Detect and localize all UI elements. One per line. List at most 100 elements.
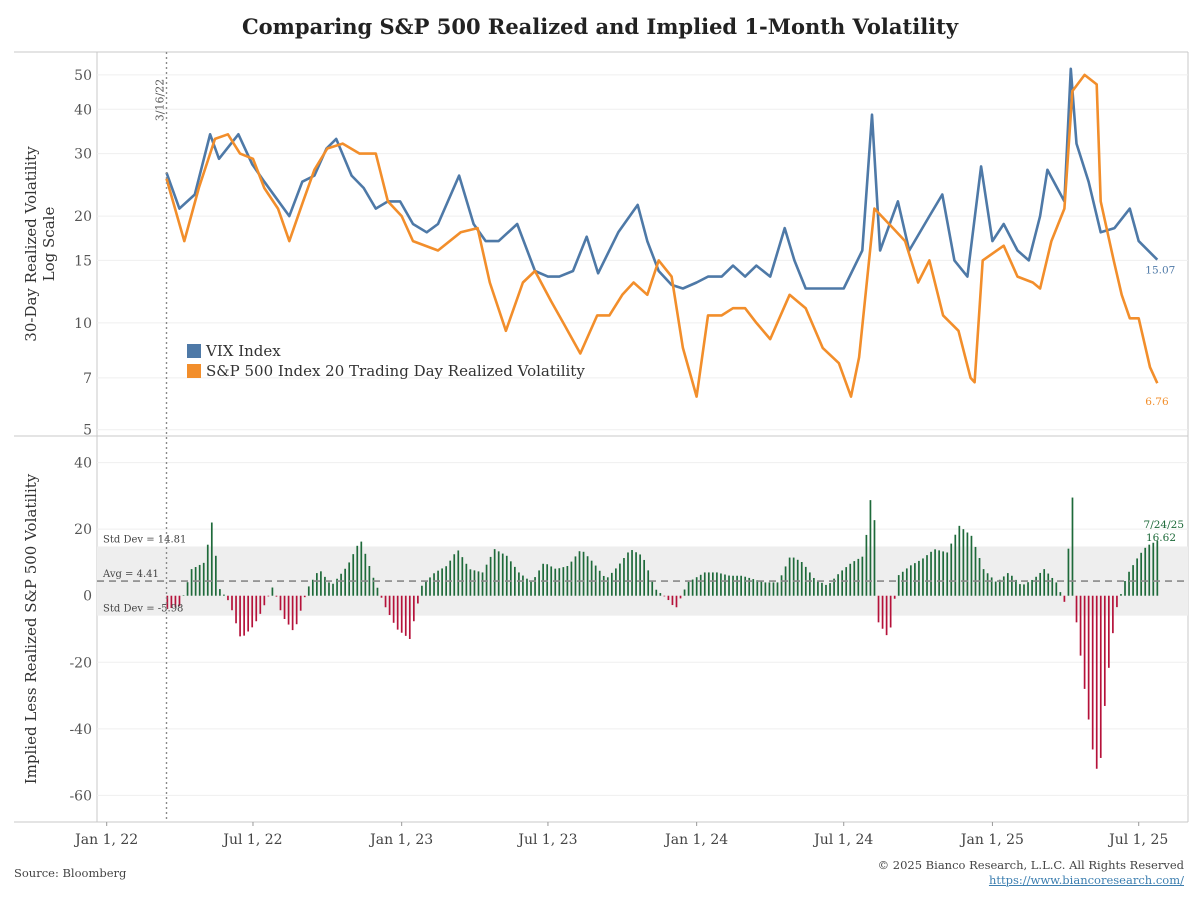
bar bbox=[522, 575, 524, 596]
y-tick-label: -20 bbox=[69, 655, 92, 671]
bar bbox=[574, 556, 577, 596]
bar bbox=[408, 595, 411, 639]
bar bbox=[263, 595, 266, 606]
bar bbox=[986, 573, 989, 596]
y-tick-label: 50 bbox=[74, 68, 92, 84]
bar bbox=[1059, 592, 1062, 596]
bar bbox=[287, 595, 290, 625]
bar bbox=[768, 582, 771, 596]
bar bbox=[978, 558, 981, 596]
bar bbox=[772, 582, 775, 596]
bar bbox=[388, 595, 391, 616]
bar bbox=[433, 573, 435, 596]
bar bbox=[324, 576, 326, 596]
bar bbox=[578, 551, 581, 596]
bar bbox=[368, 565, 371, 596]
bar bbox=[808, 572, 811, 596]
bar bbox=[623, 558, 625, 596]
bar bbox=[384, 595, 387, 608]
bar bbox=[461, 557, 464, 596]
y-tick-label: 0 bbox=[83, 589, 92, 605]
bar bbox=[639, 554, 641, 596]
bar bbox=[934, 549, 936, 596]
y-axis-subtitle: Log Scale bbox=[40, 207, 58, 282]
bar bbox=[239, 595, 241, 637]
bar bbox=[873, 520, 876, 596]
bar bbox=[514, 566, 516, 596]
bar bbox=[275, 595, 278, 597]
bar bbox=[417, 595, 419, 604]
bar bbox=[740, 575, 742, 596]
bar bbox=[663, 595, 666, 597]
y-tick-label: 30 bbox=[74, 147, 92, 163]
bar bbox=[958, 525, 961, 596]
bar bbox=[489, 556, 492, 596]
bar bbox=[251, 595, 254, 628]
bar bbox=[271, 587, 274, 596]
bar bbox=[1152, 542, 1155, 596]
bar bbox=[190, 569, 193, 596]
bar bbox=[699, 574, 702, 596]
bar bbox=[1091, 595, 1094, 750]
x-tick-label: Jan 1, 24 bbox=[663, 832, 728, 848]
bar bbox=[493, 549, 496, 596]
bar bbox=[554, 568, 557, 596]
bar bbox=[526, 578, 528, 596]
std-dev-top-label: Std Dev = 14.81 bbox=[103, 534, 186, 545]
bar bbox=[631, 550, 633, 596]
bottom-panel-bars bbox=[166, 497, 1159, 769]
bar bbox=[1112, 595, 1114, 634]
bar bbox=[909, 565, 912, 596]
bar bbox=[728, 575, 730, 596]
bar bbox=[1083, 595, 1086, 689]
bar bbox=[291, 595, 294, 631]
y-tick-label: 7 bbox=[83, 371, 92, 387]
copyright-note: © 2025 Bianco Research, L.L.C. All Right… bbox=[877, 858, 1184, 872]
bar bbox=[259, 595, 262, 614]
bar bbox=[683, 589, 686, 596]
chart-frame bbox=[14, 51, 1189, 823]
bar bbox=[1002, 576, 1005, 596]
bar bbox=[558, 568, 561, 596]
bar bbox=[538, 570, 540, 596]
bar bbox=[1051, 577, 1054, 596]
bar bbox=[687, 581, 690, 596]
bar bbox=[974, 546, 977, 596]
bar bbox=[853, 561, 856, 596]
bar bbox=[1103, 595, 1106, 706]
bar bbox=[627, 552, 629, 596]
bar bbox=[716, 572, 718, 596]
bar bbox=[615, 568, 617, 596]
bar bbox=[922, 558, 924, 596]
bar bbox=[356, 545, 359, 596]
chart-title: Comparing S&P 500 Realized and Implied 1… bbox=[241, 14, 959, 39]
website-link[interactable]: https://www.biancoresearch.com/ bbox=[988, 873, 1184, 887]
y-tick-label: -60 bbox=[69, 788, 92, 804]
bar bbox=[311, 579, 314, 596]
x-tick-label: Jul 1, 25 bbox=[1107, 832, 1168, 848]
bar bbox=[412, 595, 415, 622]
bar bbox=[295, 595, 298, 625]
bar bbox=[1079, 595, 1082, 656]
end-annotation-date: 7/24/25 bbox=[1144, 519, 1184, 531]
x-tick-label: Jan 1, 23 bbox=[368, 832, 433, 848]
bar bbox=[223, 594, 225, 596]
bar bbox=[720, 573, 722, 596]
bar bbox=[1148, 544, 1151, 596]
bar bbox=[752, 579, 755, 596]
bar bbox=[174, 595, 177, 607]
y-tick-label: 5 bbox=[83, 423, 92, 439]
bar bbox=[966, 532, 969, 596]
bar bbox=[926, 555, 928, 596]
bar bbox=[336, 578, 338, 596]
bar bbox=[837, 574, 839, 596]
bar bbox=[825, 584, 827, 596]
bar bbox=[550, 566, 553, 596]
bar bbox=[1015, 579, 1017, 596]
bar bbox=[243, 595, 245, 636]
bar bbox=[889, 595, 892, 628]
bar bbox=[1120, 594, 1122, 596]
bar bbox=[1124, 580, 1126, 596]
bar bbox=[998, 579, 1001, 596]
bar bbox=[748, 577, 751, 596]
